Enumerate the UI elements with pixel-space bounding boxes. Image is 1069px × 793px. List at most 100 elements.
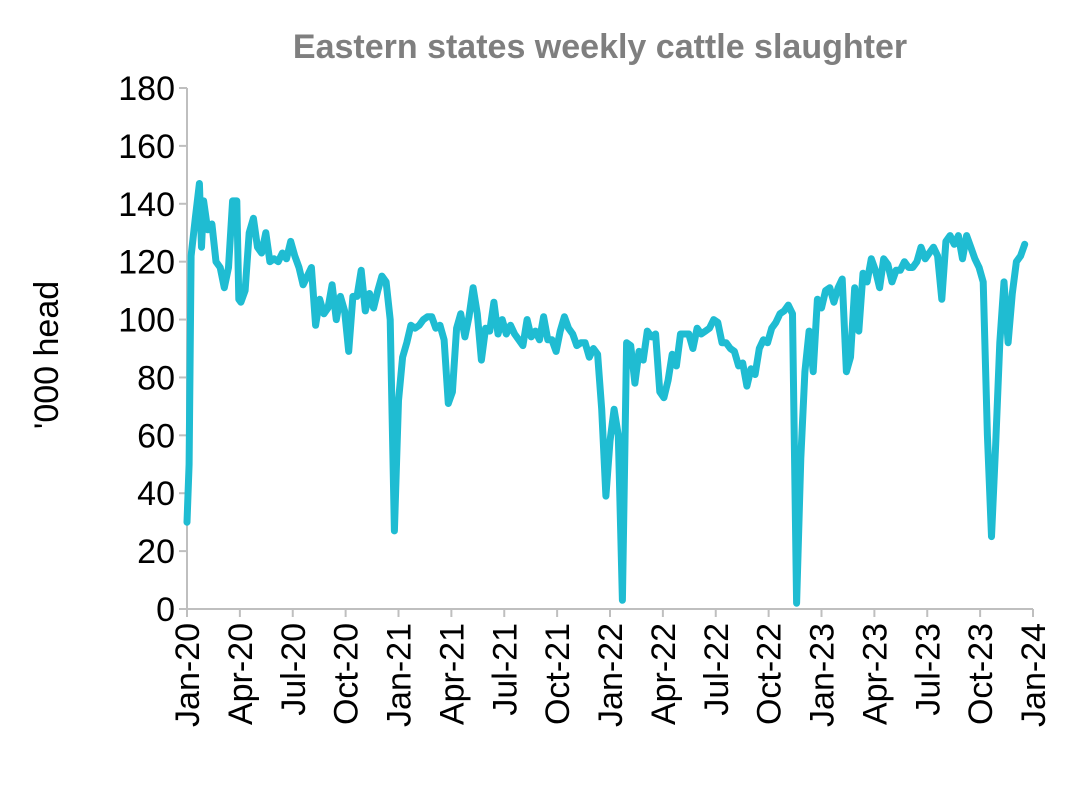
data-point (203, 200, 205, 202)
y-tick-label: 0 (156, 591, 175, 629)
data-point (530, 336, 532, 338)
data-point (563, 316, 565, 318)
data-point (497, 333, 499, 335)
data-point (547, 339, 549, 341)
data-point (937, 255, 939, 257)
data-point (402, 356, 404, 358)
data-point (410, 324, 412, 326)
data-point (713, 319, 715, 321)
data-point (800, 458, 802, 459)
data-point (456, 327, 458, 329)
data-point (228, 267, 229, 268)
data-point (854, 287, 856, 289)
data-point (435, 327, 437, 329)
data-point (617, 434, 619, 436)
data-point (418, 324, 420, 326)
data-point (858, 330, 860, 332)
data-point (551, 339, 553, 341)
y-tick-label: 20 (137, 533, 175, 571)
x-tick-label: Jul-23 (909, 623, 947, 716)
data-point (924, 258, 926, 260)
x-tick-label: Oct-23 (962, 623, 1000, 725)
data-point (526, 319, 528, 321)
data-point (265, 232, 267, 234)
data-point (829, 287, 831, 289)
data-point (891, 281, 893, 283)
data-point (248, 232, 250, 234)
data-point (464, 336, 466, 338)
data-point (489, 330, 491, 332)
data-point (638, 350, 640, 352)
data-point (555, 350, 557, 352)
data-point (339, 295, 341, 297)
data-point (825, 290, 827, 292)
data-point (201, 246, 202, 248)
data-point (443, 339, 445, 341)
data-point (223, 287, 225, 289)
x-tick-label: Apr-21 (433, 623, 471, 725)
data-point (460, 313, 462, 315)
data-point (261, 252, 263, 254)
data-point (945, 240, 947, 242)
data-point (899, 269, 901, 271)
series-line (183, 180, 1029, 607)
data-point (310, 267, 312, 268)
data-point (912, 267, 914, 268)
data-point (974, 258, 976, 260)
data-point (211, 223, 213, 225)
data-point (1011, 293, 1013, 294)
data-point (684, 333, 686, 335)
x-tick-label: Jan-22 (592, 623, 630, 727)
data-point (252, 217, 254, 219)
data-point (319, 298, 321, 300)
x-tick-label: Jan-24 (1015, 623, 1053, 727)
data-point (771, 327, 773, 329)
data-point (808, 330, 810, 332)
data-point (369, 293, 370, 294)
data-point (186, 521, 188, 523)
data-point (908, 267, 910, 268)
data-point (729, 348, 731, 349)
data-point (364, 310, 366, 312)
data-point (978, 267, 980, 268)
x-axis: Jan-20 Apr-20 Jul-20 Oct-20 Jan-21 Apr-21 Jul-… (169, 608, 1053, 727)
data-point (207, 229, 209, 231)
data-point (804, 371, 806, 373)
data-point (485, 327, 487, 329)
data-point (874, 269, 876, 271)
data-point (298, 267, 300, 268)
data-point (775, 321, 777, 323)
data-point (480, 359, 482, 361)
data-point (796, 602, 798, 604)
data-point (642, 359, 644, 361)
y-tick-label: 180 (118, 70, 175, 108)
data-point (609, 440, 611, 442)
data-point (613, 408, 615, 410)
data-point (920, 246, 922, 248)
data-point (534, 330, 536, 332)
data-point (758, 348, 760, 349)
data-point (762, 339, 764, 341)
x-tick-label: Apr-23 (856, 623, 894, 725)
x-tick-label: Jul-22 (698, 623, 736, 716)
data-point (634, 382, 636, 384)
data-point (655, 333, 657, 335)
y-tick-label: 100 (118, 302, 175, 340)
data-point (352, 295, 354, 297)
y-tick-label: 40 (137, 475, 175, 513)
data-point (779, 313, 781, 315)
y-axis: 0 20 40 60 80 100 120 140 160 180 (118, 70, 188, 629)
data-point (393, 530, 395, 532)
y-tick-label: 60 (137, 417, 175, 455)
data-point (887, 264, 889, 266)
data-point (273, 258, 275, 260)
data-point (584, 342, 586, 344)
data-point (232, 200, 234, 202)
data-point (933, 246, 934, 248)
data-point (348, 350, 350, 352)
data-point (198, 183, 200, 184)
data-point (389, 319, 391, 321)
data-point (696, 327, 698, 329)
